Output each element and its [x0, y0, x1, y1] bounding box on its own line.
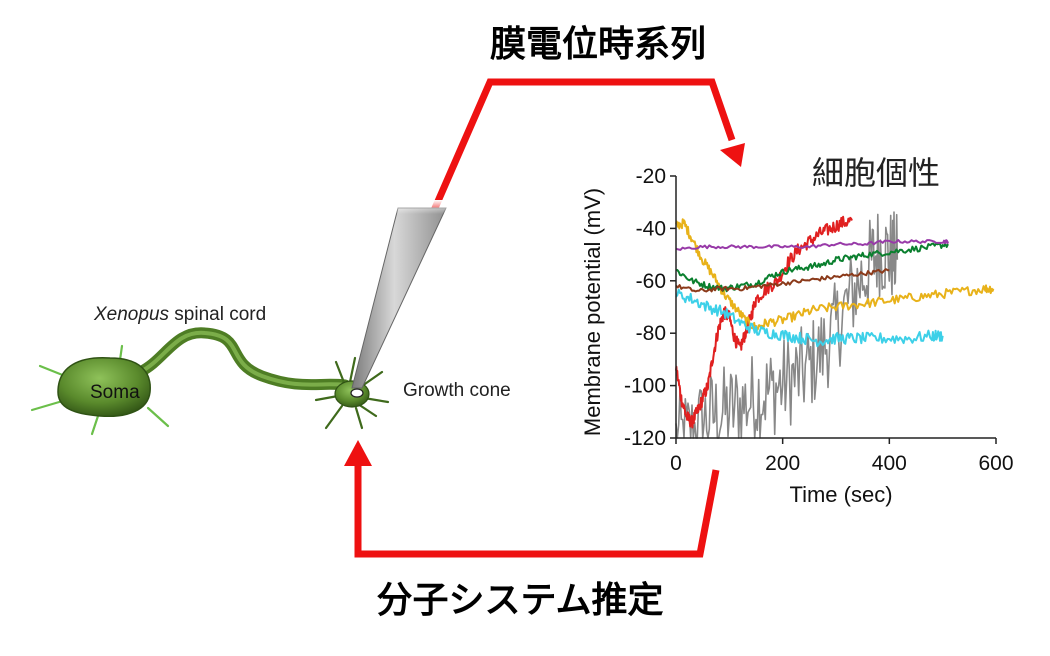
bottom-cycle-arrow	[344, 440, 720, 558]
y-tick-label: -20	[636, 165, 666, 188]
series-line-5	[675, 239, 949, 251]
x-tick-label: 400	[872, 452, 907, 475]
individuality-label: 細胞個性	[812, 154, 940, 192]
spinal-cord-label: Xenopus spinal cord	[93, 304, 266, 325]
series-line-2	[675, 218, 995, 332]
axon	[134, 327, 351, 391]
x-tick-label: 600	[978, 452, 1013, 475]
growth-cone-label: Growth cone	[403, 380, 511, 401]
soma-label: Soma	[90, 382, 140, 403]
x-tick-label: 200	[765, 452, 800, 475]
series-line-3	[675, 242, 949, 293]
y-axis-title: Membrane potential (mV)	[580, 188, 605, 436]
spinal-cord-text: spinal cord	[169, 304, 266, 325]
chart-series-group	[675, 211, 995, 439]
x-axis-title: Time (sec)	[789, 482, 892, 507]
recording-pipette	[350, 200, 450, 398]
soma-body	[57, 357, 151, 418]
top-label: 膜電位時系列	[490, 24, 706, 65]
y-tick-label: -80	[636, 322, 666, 345]
series-line-1	[675, 215, 853, 429]
bottom-arrowhead	[344, 440, 372, 466]
xenopus-label: Xenopus	[93, 304, 170, 325]
series-line-4	[675, 268, 890, 293]
x-tick-label: 0	[670, 452, 682, 475]
series-line-0	[675, 211, 899, 439]
y-tick-label: -60	[636, 270, 666, 293]
y-tick-label: -100	[624, 375, 666, 398]
top-cycle-arrow	[404, 78, 745, 272]
y-tick-label: -40	[636, 217, 666, 240]
bottom-label: 分子システム推定	[377, 580, 664, 621]
neuron-illustration	[30, 327, 390, 436]
y-tick-label: -120	[624, 427, 666, 450]
top-arrowhead	[720, 143, 745, 167]
series-line-6	[675, 288, 944, 348]
pipette-tip	[350, 388, 364, 398]
